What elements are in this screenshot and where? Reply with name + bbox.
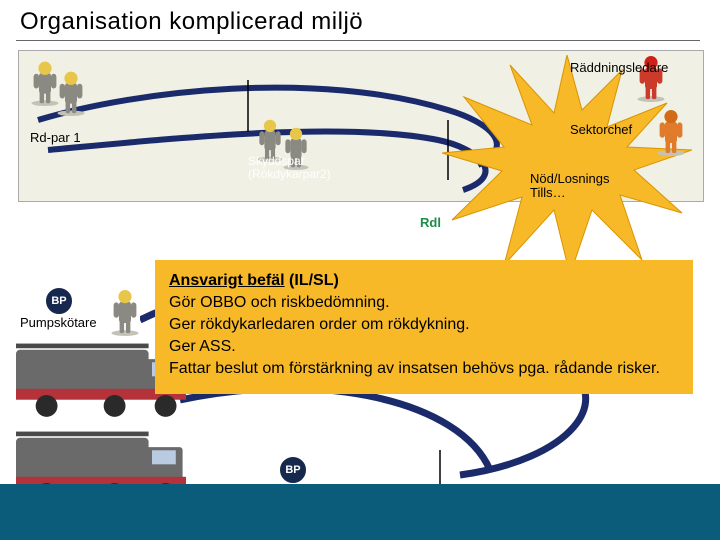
label-rd1: Rd-par 1 [30,130,81,145]
label-pumpskotare: Pumpskötare [20,315,97,330]
label-raddningsledare: Räddningsledare [570,60,668,75]
slide-root: Organisation komplicerad miljö Rd-par 1 … [0,0,720,540]
callout-line4: Fattar beslut om förstärkning av insatse… [169,360,660,377]
callout-heading: Ansvarigt befäl [169,272,285,289]
title-underline [16,40,700,41]
callout-line1: Gör OBBO och riskbedömning. [169,294,390,311]
person-figure [110,288,140,336]
person-figure [56,70,86,116]
callout-heading-tail: (IL/SL) [285,272,339,289]
callout-ansvarigt-befal: Ansvarigt befäl (IL/SL) Gör OBBO och ris… [155,260,693,394]
label-sektorchef: Sektorchef [570,122,632,137]
label-skyddspar: Skyddspar (Rökdykarpar2) [248,155,331,181]
person-figure [656,108,686,156]
bp-badge-1: BP [44,286,74,316]
label-skyddspar-l2: (Rökdykarpar2) [248,167,331,181]
label-skyddspar-l1: Skyddspar [248,154,305,168]
slide-title: Organisation komplicerad miljö [20,8,363,36]
bp-badge-2: BP [278,455,308,485]
label-nod: Nöd/Losnings Tills… [530,172,610,200]
callout-line3: Ger ASS. [169,338,236,355]
label-rdl: Rdl [420,215,441,230]
callout-line2: Ger rökdykarledaren order om rökdykning. [169,316,470,333]
label-nod-l2: Tills… [530,185,566,200]
footer-bar [0,484,720,540]
label-nod-l1: Nöd/Losnings [530,171,610,186]
